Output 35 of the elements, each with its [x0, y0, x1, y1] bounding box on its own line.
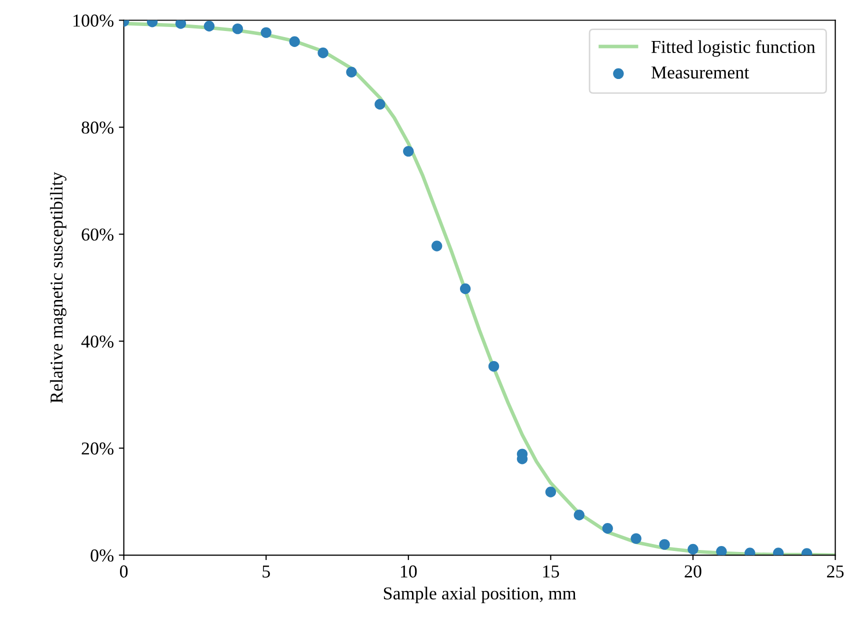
y-tick-label: 0%: [90, 549, 114, 562]
y-tick-label: 80%: [82, 121, 114, 134]
y-axis-title: Relative magnetic susceptibility: [50, 172, 66, 404]
point: [688, 544, 698, 555]
x-tick-label: 15: [543, 565, 560, 578]
point: [460, 283, 471, 294]
x-tick-label: 20: [684, 565, 702, 578]
point: [545, 486, 556, 498]
x-tick-label: 5: [262, 566, 270, 578]
point: [659, 539, 670, 550]
point: [204, 20, 215, 32]
x-tick-label: 10: [400, 565, 417, 578]
legend-label: Fitted logistic function: [651, 40, 816, 57]
point: [630, 533, 642, 544]
point: [403, 146, 414, 157]
point: [232, 23, 243, 34]
legend-label: Measurement: [651, 66, 750, 79]
x-axis-title: Sample axial position, mm: [384, 586, 576, 604]
point: [346, 66, 357, 78]
point: [260, 27, 272, 38]
point: [716, 546, 727, 556]
point: [432, 240, 442, 252]
y-tick-label: 20%: [82, 442, 114, 455]
point: [602, 523, 613, 534]
point: [374, 98, 386, 110]
point: [318, 48, 328, 58]
point: [289, 36, 300, 48]
point: [488, 360, 500, 372]
y-tick-label: 40%: [81, 335, 114, 348]
x-tick-label: 0: [120, 565, 128, 578]
point: [175, 20, 186, 29]
y-tick-label: 60%: [82, 228, 114, 241]
x-tick-label: 25: [827, 565, 844, 578]
point: [574, 510, 585, 520]
y-tick-label: 100%: [74, 14, 114, 27]
